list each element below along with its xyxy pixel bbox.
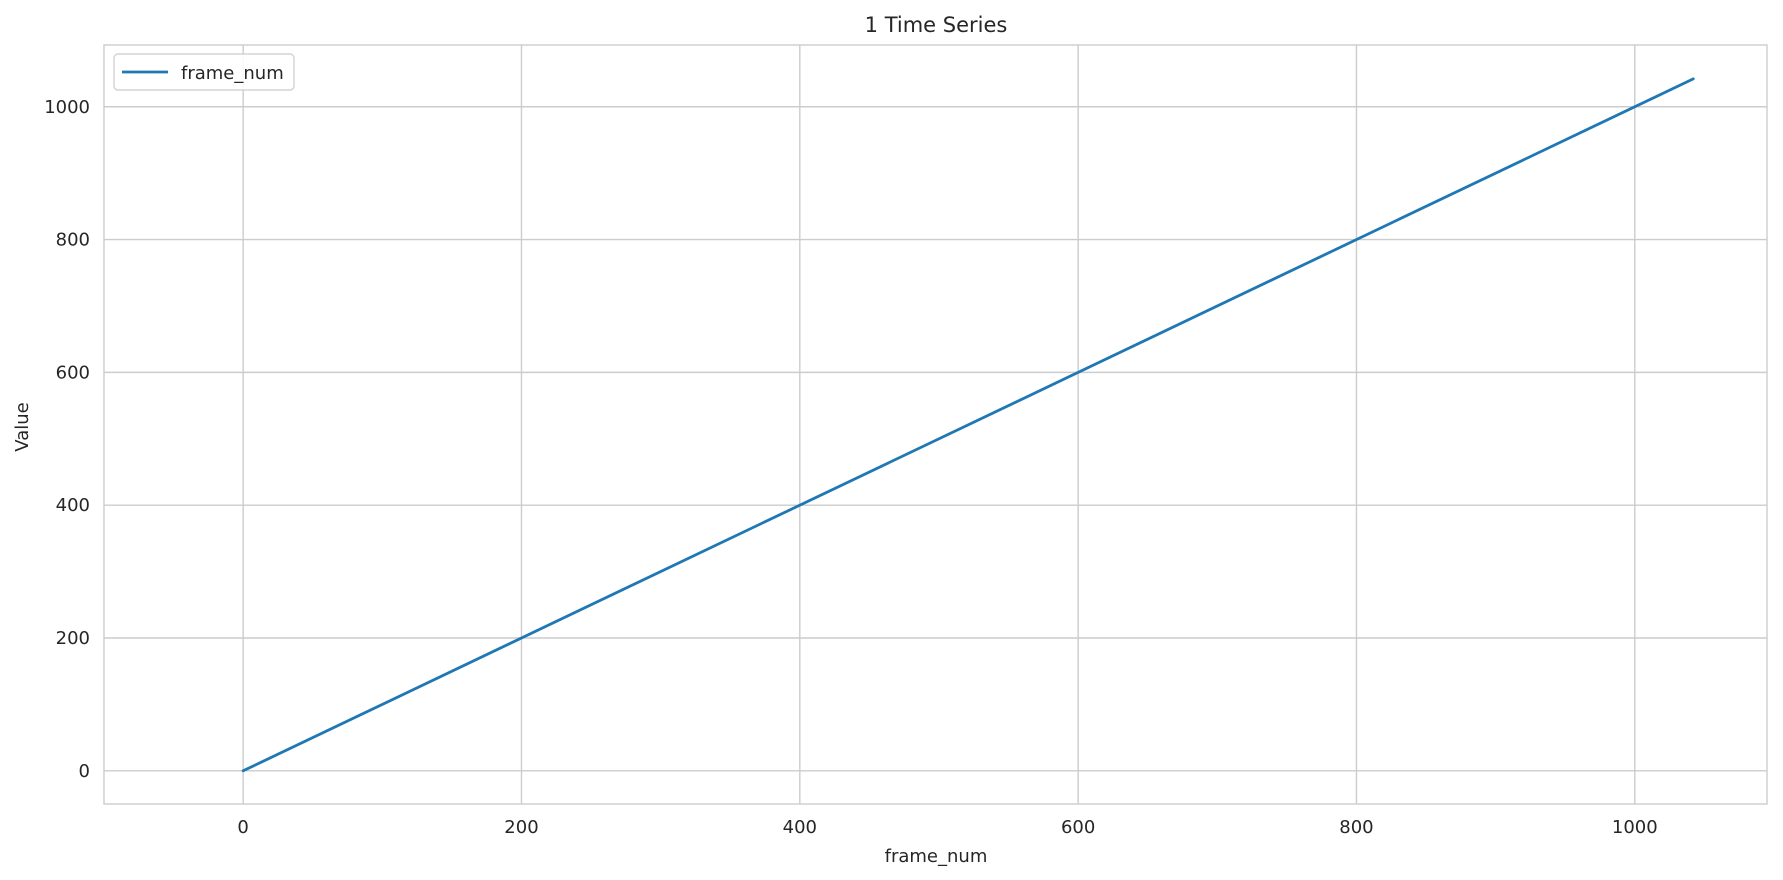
series-layer [241, 77, 1695, 773]
y-tick-labels: 0 200 400 600 800 1000 [44, 97, 90, 782]
x-tick-label: 1000 [1612, 817, 1658, 838]
y-tick-label: 200 [56, 628, 90, 649]
y-axis-label: Value [12, 402, 33, 451]
x-axis-label: frame_num [885, 846, 988, 867]
y-gridlines [104, 106, 1767, 772]
x-tick-label: 200 [504, 817, 538, 838]
y-tick-label: 600 [56, 362, 90, 383]
y-tick-label: 400 [56, 495, 90, 516]
x-tick-label: 600 [1061, 817, 1095, 838]
legend-box [113, 53, 295, 91]
x-gridlines [242, 45, 1636, 804]
series-line-frame_num [241, 77, 1695, 773]
x-tick-label: 400 [783, 817, 817, 838]
legend: frame_num [113, 53, 295, 91]
plot-frame [103, 44, 1768, 805]
y-tick-label: 800 [56, 230, 90, 251]
legend-label-frame_num: frame_num [181, 63, 284, 84]
chart-title: 1 Time Series [865, 13, 1008, 37]
x-tick-labels: 0 200 400 600 800 1000 [237, 817, 1657, 838]
y-tick-label: 0 [79, 761, 90, 782]
x-tick-label: 0 [237, 817, 248, 838]
y-tick-label: 1000 [44, 97, 90, 118]
x-tick-label: 800 [1339, 817, 1373, 838]
